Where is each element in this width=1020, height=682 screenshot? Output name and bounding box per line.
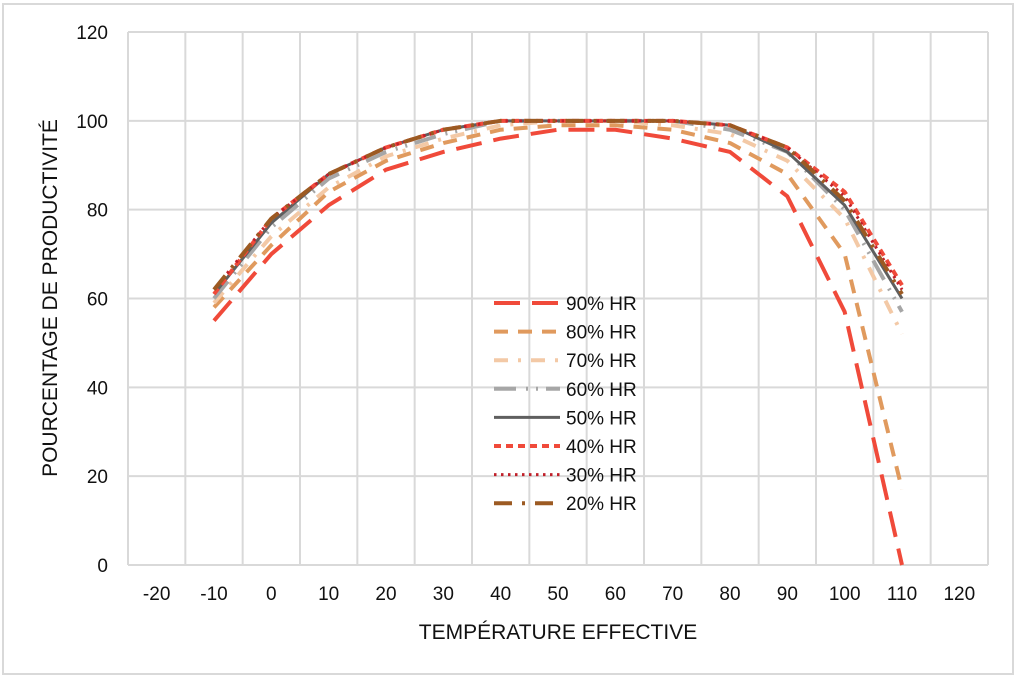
series-line-70-hr (212, 118, 904, 335)
legend-label: 20% HR (566, 494, 637, 515)
series-line-60-hr (212, 118, 904, 313)
legend-label: 80% HR (566, 323, 637, 344)
legend-label: 50% HR (566, 408, 637, 429)
y-tick-label: 20 (87, 467, 108, 488)
y-tick-label: 60 (87, 290, 108, 311)
y-tick-label: 40 (87, 378, 108, 399)
x-tick-label: 70 (662, 584, 683, 605)
chart-frame (2, 3, 1014, 675)
x-tick-label: 30 (433, 584, 454, 605)
y-axis-ticks: 0 20 40 60 80 100 120 (76, 23, 108, 577)
y-tick-label: 100 (76, 112, 108, 133)
series-lines (212, 118, 904, 566)
series-line-50-hr (212, 119, 904, 300)
y-axis-title: POURCENTAGE DE PRODUCTIVITÉ (39, 119, 62, 477)
y-tick-label: 0 (97, 556, 108, 577)
legend-label: 60% HR (566, 380, 637, 401)
legend-label: 90% HR (566, 294, 637, 315)
x-tick-label: 60 (605, 584, 626, 605)
legend-label: 40% HR (566, 437, 637, 458)
x-tick-label: 20 (375, 584, 396, 605)
y-tick-label: 80 (87, 201, 108, 222)
series-line-90-hr (212, 127, 904, 566)
legend-label: 70% HR (566, 351, 637, 372)
x-tick-label: 10 (318, 584, 339, 605)
x-tick-label: 100 (829, 584, 861, 605)
legend: 90% HR 80% HR 70% HR 60% HR 50% HR 40% HR 30% … (494, 294, 637, 515)
series-line-20-hr (212, 118, 904, 296)
legend-label: 30% HR (566, 466, 637, 487)
x-tick-label: 90 (777, 584, 798, 605)
series-line-80-hr (212, 123, 904, 490)
x-tick-label: 40 (490, 584, 511, 605)
x-tick-label: 110 (887, 584, 917, 605)
series-line-40-hr (212, 118, 904, 296)
x-tick-label: 50 (547, 584, 568, 605)
x-tick-label: 120 (943, 584, 975, 605)
x-tick-label: 80 (719, 584, 740, 605)
x-axis-title: TEMPÉRATURE EFFECTIVE (419, 621, 697, 644)
x-axis-ticks: -20 -10 0 10 20 30 40 50 60 70 80 90 100 110 120 (143, 584, 975, 605)
gridlines (127, 31, 989, 566)
x-tick-label: -10 (200, 584, 227, 605)
x-tick-label: 0 (266, 584, 277, 605)
y-tick-label: 120 (76, 23, 108, 44)
x-tick-label: -20 (143, 584, 170, 605)
